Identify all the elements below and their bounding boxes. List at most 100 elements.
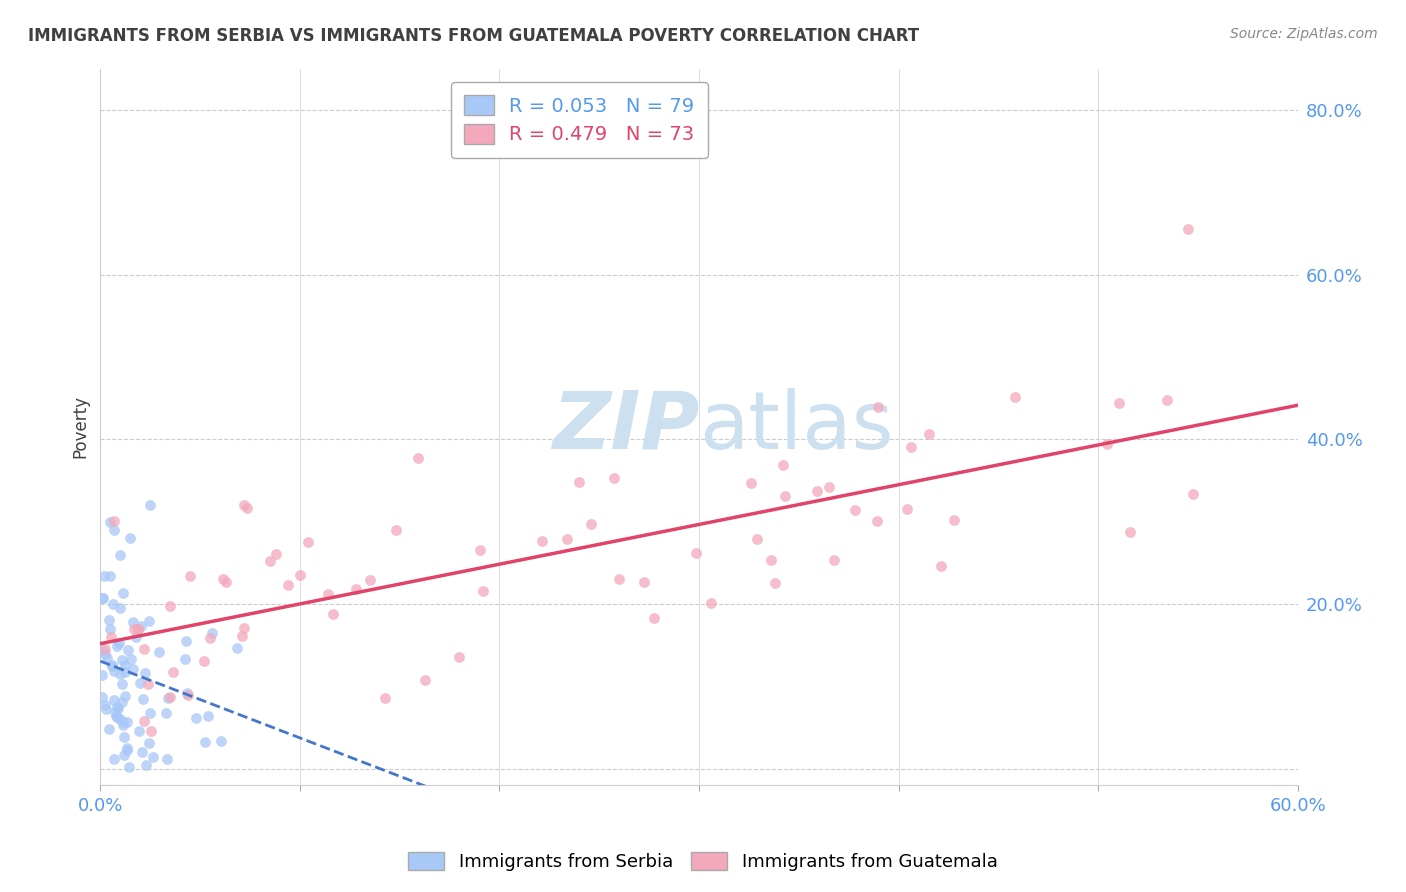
Point — [447, 650, 470, 665]
Point — [359, 574, 381, 588]
Point — [159, 599, 181, 613]
Point — [633, 575, 655, 590]
Point — [236, 500, 259, 515]
Point — [259, 554, 281, 568]
Point — [108, 667, 131, 681]
Point — [98, 622, 121, 636]
Point — [111, 585, 134, 599]
Point — [134, 641, 156, 656]
Point — [136, 677, 159, 691]
Point — [209, 733, 232, 747]
Point — [91, 643, 114, 657]
Point — [115, 740, 138, 755]
Point — [139, 706, 162, 721]
Point — [101, 657, 124, 672]
Point — [91, 591, 114, 606]
Point — [139, 498, 162, 512]
Point — [763, 575, 786, 590]
Point — [806, 483, 828, 498]
Point — [141, 724, 163, 739]
Text: ZIP: ZIP — [551, 388, 699, 466]
Point — [121, 662, 143, 676]
Point — [900, 440, 922, 454]
Point — [108, 712, 131, 726]
Point — [112, 714, 135, 729]
Point — [685, 547, 707, 561]
Text: IMMIGRANTS FROM SERBIA VS IMMIGRANTS FROM GUATEMALA POVERTY CORRELATION CHART: IMMIGRANTS FROM SERBIA VS IMMIGRANTS FRO… — [28, 27, 920, 45]
Point — [471, 583, 494, 598]
Point — [176, 633, 198, 648]
Point — [128, 724, 150, 739]
Point — [129, 676, 152, 690]
Point — [1118, 524, 1140, 539]
Point — [94, 698, 117, 713]
Point — [94, 647, 117, 661]
Point — [103, 693, 125, 707]
Point — [896, 501, 918, 516]
Point — [868, 400, 890, 414]
Point — [91, 591, 114, 606]
Point — [186, 711, 208, 725]
Point — [603, 471, 626, 485]
Point — [193, 735, 215, 749]
Point — [212, 572, 235, 586]
Point — [105, 710, 128, 724]
Point — [468, 542, 491, 557]
Point — [643, 611, 665, 625]
Point — [104, 705, 127, 719]
Point — [122, 615, 145, 630]
Point — [122, 623, 145, 637]
Point — [385, 523, 408, 537]
Legend: Immigrants from Serbia, Immigrants from Guatemala: Immigrants from Serbia, Immigrants from … — [401, 845, 1005, 879]
Point — [288, 568, 311, 582]
Point — [125, 630, 148, 644]
Point — [174, 652, 197, 666]
Point — [111, 695, 134, 709]
Point — [929, 559, 952, 574]
Point — [98, 722, 121, 736]
Point — [138, 614, 160, 628]
Point — [98, 515, 121, 529]
Point — [100, 659, 122, 673]
Point — [105, 640, 128, 654]
Point — [942, 513, 965, 527]
Point — [215, 574, 238, 589]
Point — [233, 621, 256, 635]
Point — [277, 578, 299, 592]
Point — [264, 547, 287, 561]
Point — [700, 596, 723, 610]
Point — [579, 517, 602, 532]
Point — [1156, 393, 1178, 408]
Point — [117, 643, 139, 657]
Point — [406, 450, 429, 465]
Point — [197, 709, 219, 723]
Point — [132, 691, 155, 706]
Point — [231, 629, 253, 643]
Point — [232, 498, 254, 512]
Point — [110, 548, 132, 562]
Point — [772, 458, 794, 473]
Point — [316, 587, 339, 601]
Point — [129, 619, 152, 633]
Point — [567, 475, 589, 490]
Point — [120, 652, 142, 666]
Point — [201, 626, 224, 640]
Point — [91, 668, 114, 682]
Point — [94, 702, 117, 716]
Point — [1108, 396, 1130, 410]
Point — [115, 743, 138, 757]
Point — [607, 572, 630, 586]
Point — [226, 640, 249, 655]
Point — [132, 714, 155, 728]
Point — [91, 690, 114, 704]
Point — [134, 665, 156, 680]
Point — [100, 630, 122, 644]
Point — [114, 657, 136, 672]
Point — [297, 534, 319, 549]
Point — [823, 553, 845, 567]
Point — [555, 532, 578, 546]
Text: atlas: atlas — [699, 388, 893, 466]
Point — [131, 745, 153, 759]
Point — [740, 476, 762, 491]
Point — [111, 718, 134, 732]
